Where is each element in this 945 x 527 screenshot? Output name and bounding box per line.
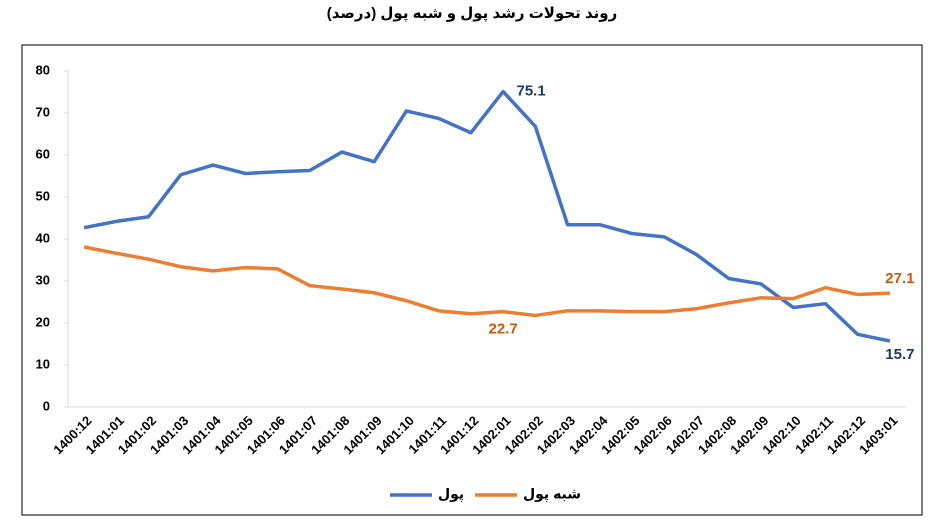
y-tick-label: 60 [36,146,50,161]
legend-label: پول [438,486,464,503]
series-line [83,245,890,318]
data-label: 22.7 [489,321,518,338]
y-tick-label: 10 [36,356,50,371]
y-tick-label: 50 [36,188,50,203]
chart-border [21,44,923,516]
data-label: 27.1 [885,270,914,287]
y-tick-label: 80 [36,62,50,77]
legend-label: شبه پول [523,486,581,503]
data-label: 15.7 [885,346,914,363]
y-tick-label: 70 [36,104,50,119]
y-tick-label: 40 [36,230,50,245]
data-label: 75.1 [517,83,546,100]
series-line [83,89,891,343]
y-tick-label: 30 [36,272,50,287]
chart-title: روند تحولات رشد پول و شبه پول (درصد) [327,5,617,23]
y-tick-label: 0 [43,398,50,413]
y-tick-label: 20 [36,314,50,329]
